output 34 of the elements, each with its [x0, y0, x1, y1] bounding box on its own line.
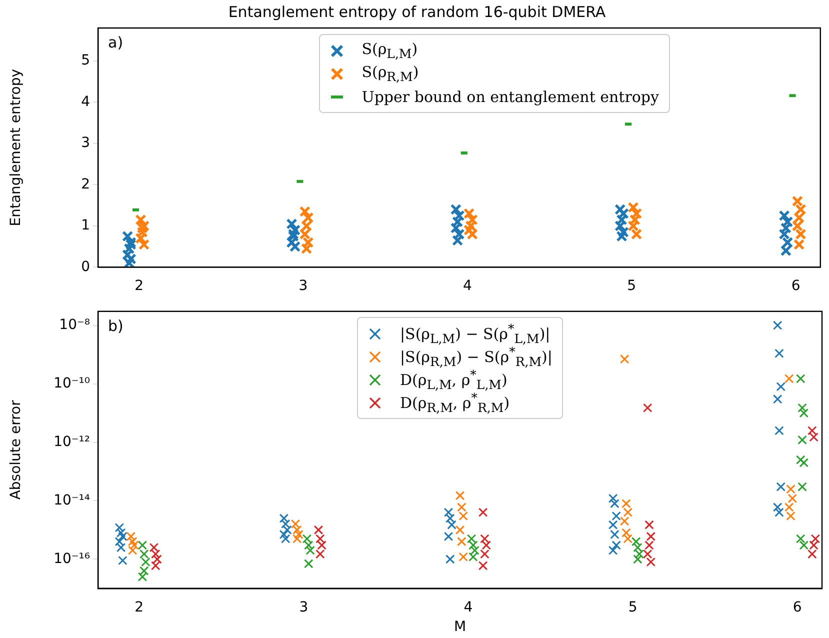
y-tick-label: 10⁻¹²: [54, 434, 90, 450]
x-tick-label: 2: [134, 599, 144, 616]
x-axis-title: M: [454, 619, 466, 636]
y-tick-label: 5: [81, 52, 90, 69]
y-axis-title: Entanglement entropy: [8, 68, 24, 226]
y-tick-label: 10⁻¹⁶: [54, 550, 90, 567]
y-axis-title: Absolute error: [8, 400, 24, 500]
x-tick-label: 5: [627, 278, 636, 294]
y-tick-label: 10⁻¹⁴: [54, 492, 90, 508]
x-tick-label: 6: [792, 599, 802, 616]
y-tick-label: 3: [81, 135, 90, 152]
x-tick-label: 4: [464, 599, 473, 616]
legend-label: S(ρ$_{R,M}$): [362, 63, 419, 84]
y-tick-label: 4: [81, 94, 90, 110]
y-tick-label: 1: [81, 218, 90, 234]
x-tick-label: 5: [628, 599, 638, 616]
x-tick-label: 3: [298, 278, 308, 294]
legend-label: Upper bound on entanglement entropy: [362, 88, 659, 106]
y-tick-label: 10⁻⁸: [59, 316, 90, 333]
legend-label: S(ρ$_{L,M}$): [362, 40, 418, 61]
annotation: b): [108, 316, 124, 335]
y-tick-label: 2: [81, 176, 90, 192]
legend-label: |S(ρ$_{R,M}$) − S(ρ$^{*}$$_{R,M}$)|: [400, 344, 552, 370]
x-tick-label: 4: [462, 278, 472, 294]
legend-label: D(ρ$_{L,M}$, ρ$^{*}$$_{L,M}$): [400, 367, 508, 392]
legend-label: |S(ρ$_{L,M}$) − S(ρ$^{*}$$_{L,M}$)|: [400, 321, 550, 346]
y-tick-label: 10⁻¹⁰: [54, 375, 90, 392]
x-tick-label: 3: [299, 599, 308, 616]
annotation: a): [108, 33, 124, 52]
x-tick-label: 6: [791, 278, 800, 294]
x-tick-label: 2: [134, 278, 144, 294]
chart-title: Entanglement entropy of random 16-qubit DMERA: [228, 2, 606, 21]
legend-label: D(ρ$_{R,M}$, ρ$^{*}$$_{R,M}$): [400, 390, 510, 416]
y-tick-label: 0: [81, 258, 90, 275]
